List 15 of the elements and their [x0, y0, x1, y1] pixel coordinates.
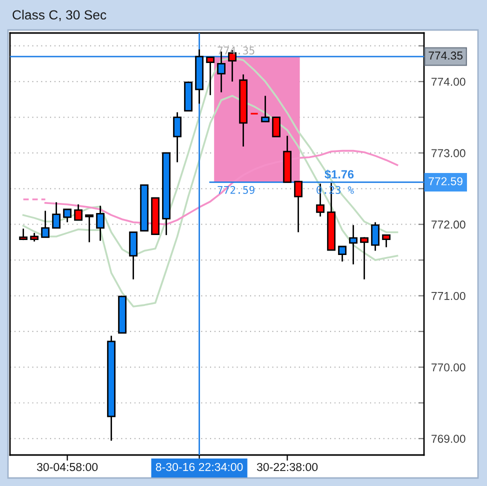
- x-tick-label: 30-22:38:00: [256, 462, 318, 472]
- annotation: 772.59: [218, 186, 254, 194]
- y-tick-label: 772.00: [432, 220, 466, 229]
- x-tick-label: 8-30-16 22:34:00: [156, 462, 243, 472]
- ref-line-label: 772.59: [428, 177, 462, 186]
- y-tick-label: 770.00: [432, 363, 466, 372]
- chart-title: Class C, 30 Sec: [12, 10, 106, 22]
- y-tick-label: 769.00: [432, 434, 466, 443]
- annotation: $1.76: [324, 170, 354, 180]
- annotation: 774.35: [218, 46, 254, 55]
- y-tick-label: 771.00: [432, 292, 466, 300]
- ref-line-label: 774.35: [428, 52, 463, 60]
- y-tick-label: 774.00: [432, 78, 466, 86]
- y-tick-label: 773.00: [432, 149, 466, 158]
- x-tick-label: 30-04:58:00: [36, 462, 98, 472]
